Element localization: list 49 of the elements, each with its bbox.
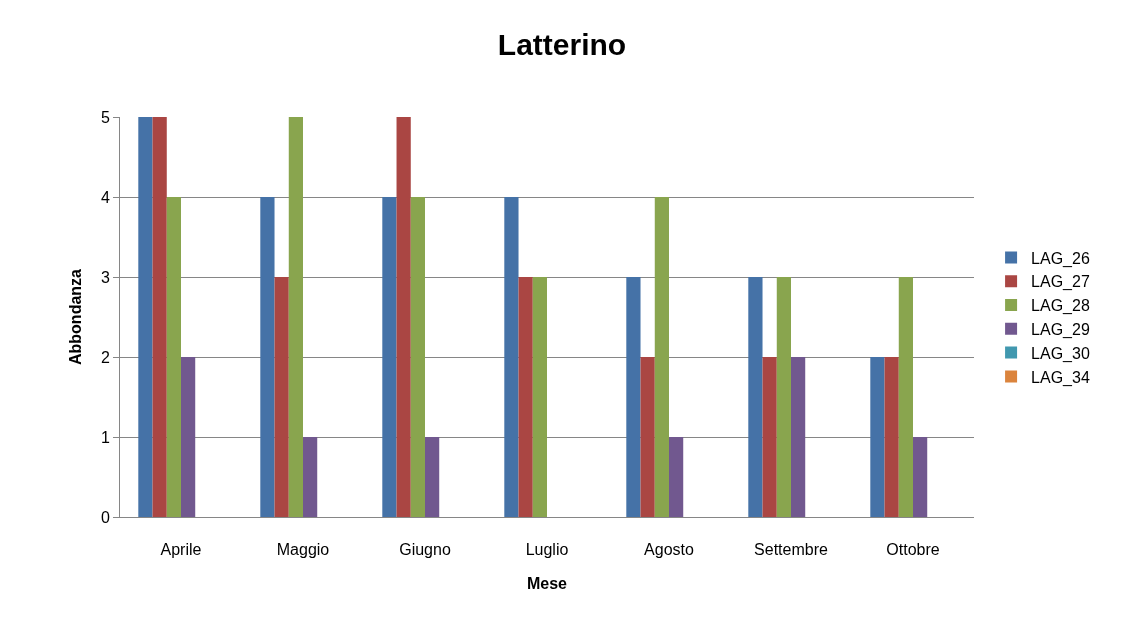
bar <box>776 277 791 517</box>
bar <box>396 117 411 517</box>
bar <box>870 357 885 517</box>
bar <box>288 117 303 517</box>
legend-label: LAG_26 <box>1031 249 1090 268</box>
chart-title: Latterino <box>497 28 627 62</box>
x-tick-label: Maggio <box>276 541 330 559</box>
legend-label: LAG_34 <box>1031 368 1090 387</box>
x-tick-label: Aprile <box>160 541 202 559</box>
y-tick-label: 5 <box>100 108 110 126</box>
bar <box>166 197 181 517</box>
bar <box>303 437 318 517</box>
y-tick-label: 4 <box>100 188 110 206</box>
bar <box>669 437 684 517</box>
y-tick-label: 1 <box>100 428 110 446</box>
bar <box>898 277 913 517</box>
bar <box>152 117 167 517</box>
bar <box>626 277 641 517</box>
x-tick-label: Giugno <box>399 541 451 559</box>
bar <box>260 197 275 517</box>
bar <box>913 437 928 517</box>
bar <box>410 197 425 517</box>
bar <box>504 197 519 517</box>
bar <box>518 277 533 517</box>
y-axis-title: Abbondanza <box>66 268 84 365</box>
x-tick-label: Settembre <box>754 541 829 559</box>
bar <box>748 277 763 517</box>
bar <box>654 197 669 517</box>
legend-label: LAG_29 <box>1031 321 1090 340</box>
bar <box>425 437 440 517</box>
bar <box>181 357 196 517</box>
x-axis-title: Mese <box>526 574 568 592</box>
bar <box>762 357 777 517</box>
bar <box>640 357 655 517</box>
legend-label: LAG_27 <box>1031 273 1090 292</box>
y-tick-label: 0 <box>100 508 110 526</box>
x-tick-label: Agosto <box>644 541 695 559</box>
bar <box>532 277 547 517</box>
y-tick-label: 2 <box>100 348 110 366</box>
y-tick-label: 3 <box>100 268 110 286</box>
bar <box>138 117 153 517</box>
bar <box>382 197 397 517</box>
legend-label: LAG_28 <box>1031 297 1090 316</box>
x-tick-label: Ottobre <box>886 541 940 559</box>
bar <box>884 357 899 517</box>
bar <box>274 277 289 517</box>
legend-label: LAG_30 <box>1031 344 1090 363</box>
x-tick-label: Luglio <box>525 541 569 559</box>
bar <box>791 357 806 517</box>
